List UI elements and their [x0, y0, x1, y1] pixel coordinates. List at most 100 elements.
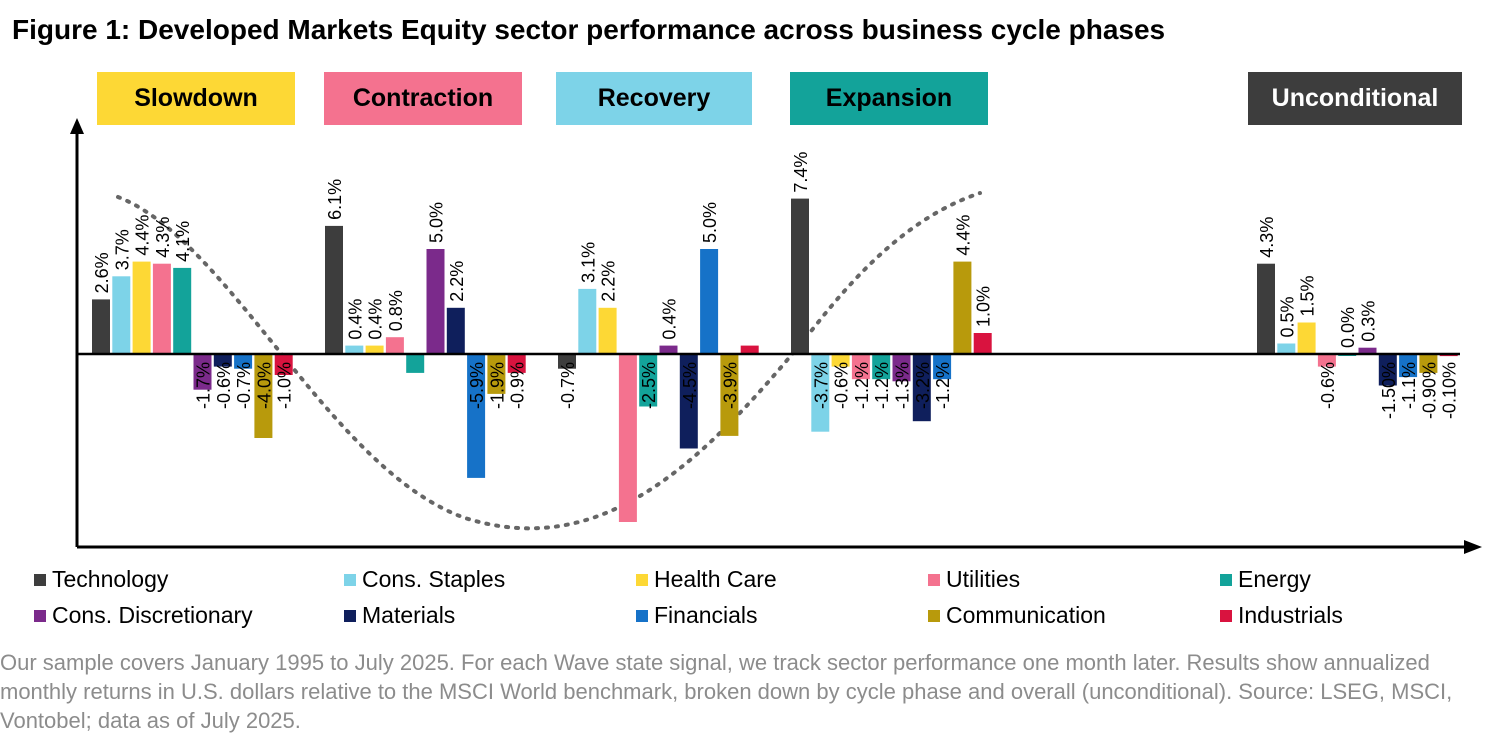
phase-label: Recovery	[598, 84, 711, 112]
data-label: -0.10%	[1440, 362, 1460, 419]
data-label: -1.1%	[1399, 362, 1419, 409]
data-label: -1.3%	[893, 362, 913, 409]
data-label: 1.5%	[1298, 275, 1318, 316]
bar	[791, 198, 809, 354]
data-label: -1.2%	[872, 362, 892, 409]
data-label: 4.1%	[173, 221, 193, 262]
legend-row: Cons. Discretionary Materials Financials Co…	[34, 602, 1474, 638]
data-label: 0.4%	[366, 299, 386, 340]
legend-swatch	[1220, 609, 1232, 622]
data-label: 4.4%	[953, 215, 973, 256]
legend-row: Technology Cons. Staples Health Care Utilit…	[34, 566, 1474, 602]
data-label: 4.3%	[153, 217, 173, 258]
phase-label-box	[1248, 72, 1462, 125]
data-label: -1.2%	[933, 362, 953, 409]
data-label: -2.5%	[639, 362, 659, 409]
legend-swatch	[34, 573, 46, 586]
data-label: -1.0%	[275, 362, 295, 409]
bar	[598, 307, 617, 354]
data-label: -1.9%	[487, 362, 507, 409]
legend-swatch	[344, 609, 356, 622]
bar	[912, 354, 931, 422]
bar	[152, 263, 171, 354]
phase-label: Contraction	[353, 84, 493, 112]
bar	[426, 249, 445, 354]
data-label: -5.9%	[467, 362, 487, 409]
legend-label: Utilities	[946, 566, 1021, 592]
bar	[973, 333, 992, 354]
bar	[1297, 322, 1316, 354]
bar	[173, 267, 192, 354]
data-label: -3.7%	[811, 362, 831, 409]
footnote: Our sample covers January 1995 to July 2…	[0, 650, 1453, 733]
data-label: 0.8%	[386, 290, 406, 331]
bar	[1277, 343, 1296, 354]
bar	[446, 307, 465, 354]
bar	[325, 225, 343, 354]
data-label: 0.5%	[1277, 296, 1297, 337]
bar	[467, 354, 486, 478]
data-label: -4.0%	[254, 362, 274, 409]
bar	[659, 345, 678, 354]
legend-swatch	[34, 609, 46, 622]
phase-label: Expansion	[826, 84, 952, 112]
phase-label-box	[556, 72, 752, 125]
bar	[1317, 354, 1336, 367]
legend-swatch	[636, 609, 648, 622]
data-label: -1.7%	[194, 362, 214, 409]
phase-label-box	[97, 72, 295, 125]
data-label: -0.7%	[234, 362, 254, 409]
data-label: 2.6%	[92, 252, 112, 293]
bar	[851, 354, 870, 380]
bar	[1358, 347, 1377, 354]
bar	[811, 354, 830, 432]
bar	[92, 299, 110, 354]
data-label: 7.4%	[791, 152, 811, 193]
bar	[639, 354, 658, 407]
bar	[132, 261, 151, 354]
legend-item: Utilities	[928, 566, 1020, 593]
legend-swatch	[928, 609, 940, 622]
bar	[365, 345, 384, 354]
legend-label: Materials	[362, 602, 456, 628]
data-label: 3.1%	[578, 242, 598, 283]
legend-label: Cons. Staples	[362, 566, 506, 592]
bar	[1257, 263, 1275, 354]
bar	[558, 354, 576, 369]
bar	[831, 354, 850, 367]
data-label: 2.2%	[599, 261, 619, 302]
bar	[213, 354, 232, 367]
legend-label: Energy	[1238, 566, 1311, 592]
legend-item: Cons. Discretionary	[34, 602, 253, 629]
legend-item: Financials	[636, 602, 758, 629]
legend-swatch	[928, 573, 940, 586]
data-label: 0.3%	[1359, 301, 1379, 342]
data-label: 2.2%	[447, 261, 467, 302]
legend-item: Cons. Staples	[344, 566, 505, 593]
phase-label-box	[790, 72, 988, 125]
data-label: -1.2%	[852, 362, 872, 409]
data-label: -0.90%	[1419, 362, 1439, 419]
bar	[1419, 354, 1438, 373]
bar	[254, 354, 273, 438]
legend-item: Energy	[1220, 566, 1311, 593]
data-label: 0.0%	[1338, 307, 1358, 348]
bar	[720, 354, 739, 436]
data-label: 5.0%	[700, 202, 720, 243]
data-label: -0.9%	[508, 362, 528, 409]
chart-title: Figure 1: Developed Markets Equity secto…	[12, 14, 1166, 45]
phase-label-box	[324, 72, 522, 125]
bar	[740, 345, 759, 354]
phase-label: Unconditional	[1272, 84, 1439, 112]
bar	[112, 276, 131, 354]
legend-item: Industrials	[1220, 602, 1343, 629]
legend-item: Materials	[344, 602, 455, 629]
data-label: 0.4%	[660, 299, 680, 340]
data-label: -1.50%	[1379, 362, 1399, 419]
data-label: 3.7%	[112, 229, 132, 270]
bar	[892, 354, 911, 382]
data-label: -0.7%	[558, 362, 578, 409]
x-axis-arrow	[1464, 540, 1482, 554]
data-label: 4.4%	[133, 215, 153, 256]
bar	[487, 354, 506, 394]
